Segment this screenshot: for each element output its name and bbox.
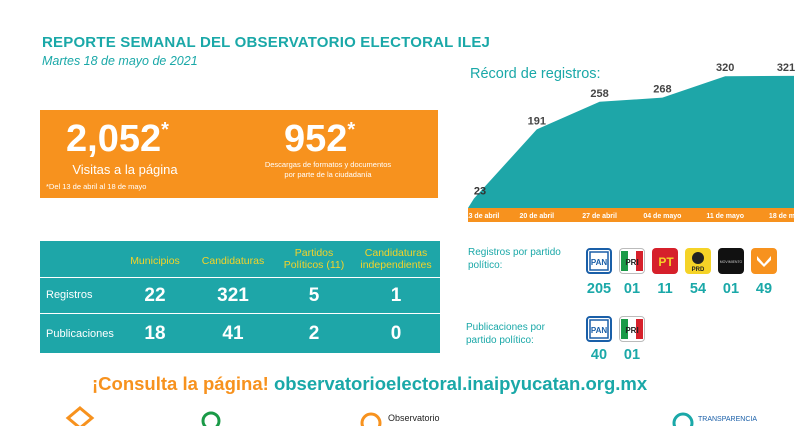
party-count: 49 [755, 281, 773, 297]
value-registros-candidaturas: 321 [217, 285, 249, 306]
downloads-value: 952* [284, 118, 356, 160]
footer-logo-icon [201, 411, 221, 426]
party-count: 205 [586, 281, 612, 297]
data-label: 320 [716, 62, 734, 74]
value-publicaciones-municipios: 18 [144, 323, 166, 344]
pri-logo-icon: PRI [619, 248, 645, 274]
header-candidaturas: Candidaturas [201, 255, 265, 267]
cta-url-link[interactable]: observatorioelectoral.inaipyucatan.org.m… [273, 373, 648, 394]
pri-logo-text: PRI [625, 258, 638, 267]
value-publicaciones-candidaturas: 41 [222, 323, 244, 344]
party-count: 54 [689, 281, 707, 297]
observatorio-logo-icon [360, 412, 382, 426]
report-title: REPORTE SEMANAL DEL OBSERVATORIO ELECTOR… [42, 34, 491, 51]
visits-label: Visitas a la página [72, 162, 178, 177]
x-tick-label: 13 de abril [466, 213, 499, 220]
registros-party-title: Registros por partido político: [468, 247, 561, 271]
summary-box: 2,052* Visitas a la página *Del 13 de ab… [40, 110, 438, 198]
movimiento-logo-text: MOVIMIENTO [720, 260, 743, 264]
data-label: 321 [777, 62, 795, 74]
pan-logo-text: PAN [591, 258, 608, 267]
party-count: 01 [722, 281, 740, 297]
footer-logo-icon [65, 406, 95, 426]
transparencia-footer-text: TRANSPARENCIA [698, 416, 757, 423]
records-chart: 13 de abril 20 de abril 27 de abril 04 de m… [466, 62, 796, 222]
value-registros-independientes: 1 [390, 285, 402, 306]
x-tick-label: 20 de abril [519, 213, 554, 220]
downloads-label: Descargas de formatos y documentos por p… [264, 160, 392, 179]
x-tick-label: 04 de mayo [643, 213, 681, 220]
header-partidos: Partidos Políticos (11) [283, 247, 345, 271]
mc-logo-icon [751, 248, 777, 274]
report-date: Martes 18 de mayo de 2021 [42, 54, 198, 68]
x-tick-label: 27 de abril [582, 213, 617, 220]
publicaciones-party-title: Publicaciones por partido político: [466, 322, 545, 346]
value-publicaciones-independientes: 0 [390, 323, 402, 344]
prd-logo-text: PRD [692, 267, 705, 273]
party-count: 11 [657, 281, 673, 297]
observatorio-footer-logo: Observatorio [360, 410, 480, 426]
row-label-publicaciones: Publicaciones [46, 328, 114, 340]
pan-logo-icon: PAN [586, 248, 612, 274]
value-registros-municipios: 22 [144, 285, 166, 306]
value-registros-partidos: 5 [308, 285, 320, 306]
pt-logo-icon: PT [652, 248, 678, 274]
data-label: 258 [590, 88, 608, 100]
row-label-registros: Registros [46, 289, 93, 301]
x-tick-label: 18 de mayo [769, 213, 796, 220]
prd-logo-icon: PRD [685, 248, 711, 274]
chart-title: Récord de registros: [470, 66, 601, 82]
pan-logo-icon: PAN [586, 316, 612, 342]
cta-prefix: ¡Consulta la página! [92, 373, 269, 394]
party-count: 01 [623, 281, 641, 297]
divider [40, 277, 440, 278]
pan-logo-text: PAN [591, 326, 608, 335]
transparencia-logo-icon [672, 412, 694, 426]
x-tick-label: 11 de mayo [706, 213, 744, 220]
visits-value: 2,052* [66, 118, 169, 160]
header-independientes: Candidaturas independientes [360, 247, 432, 271]
party-count: 01 [623, 347, 641, 363]
visits-note: *Del 13 de abril al 18 de mayo [46, 182, 147, 191]
pri-logo-icon: PRI [619, 316, 645, 342]
transparencia-footer-logo: TRANSPARENCIA [672, 410, 792, 426]
observatorio-footer-text: Observatorio [388, 413, 440, 423]
data-label: 191 [528, 115, 546, 127]
header-municipios: Municipios [130, 255, 180, 267]
cta-line: ¡Consulta la página! observatorioelector… [92, 373, 647, 395]
stats-table: Municipios Candidaturas Partidos Político… [40, 241, 440, 353]
pri-logo-text: PRI [625, 326, 638, 335]
data-label: 23 [474, 186, 486, 198]
chart-area [468, 75, 794, 208]
party-count: 40 [590, 347, 608, 363]
data-label: 268 [653, 84, 671, 96]
pt-logo-text: PT [658, 255, 674, 269]
value-publicaciones-partidos: 2 [308, 323, 320, 344]
divider [40, 313, 440, 314]
movimiento-logo-icon: MOVIMIENTO [718, 248, 744, 274]
chart-x-axis-bar [468, 208, 794, 222]
